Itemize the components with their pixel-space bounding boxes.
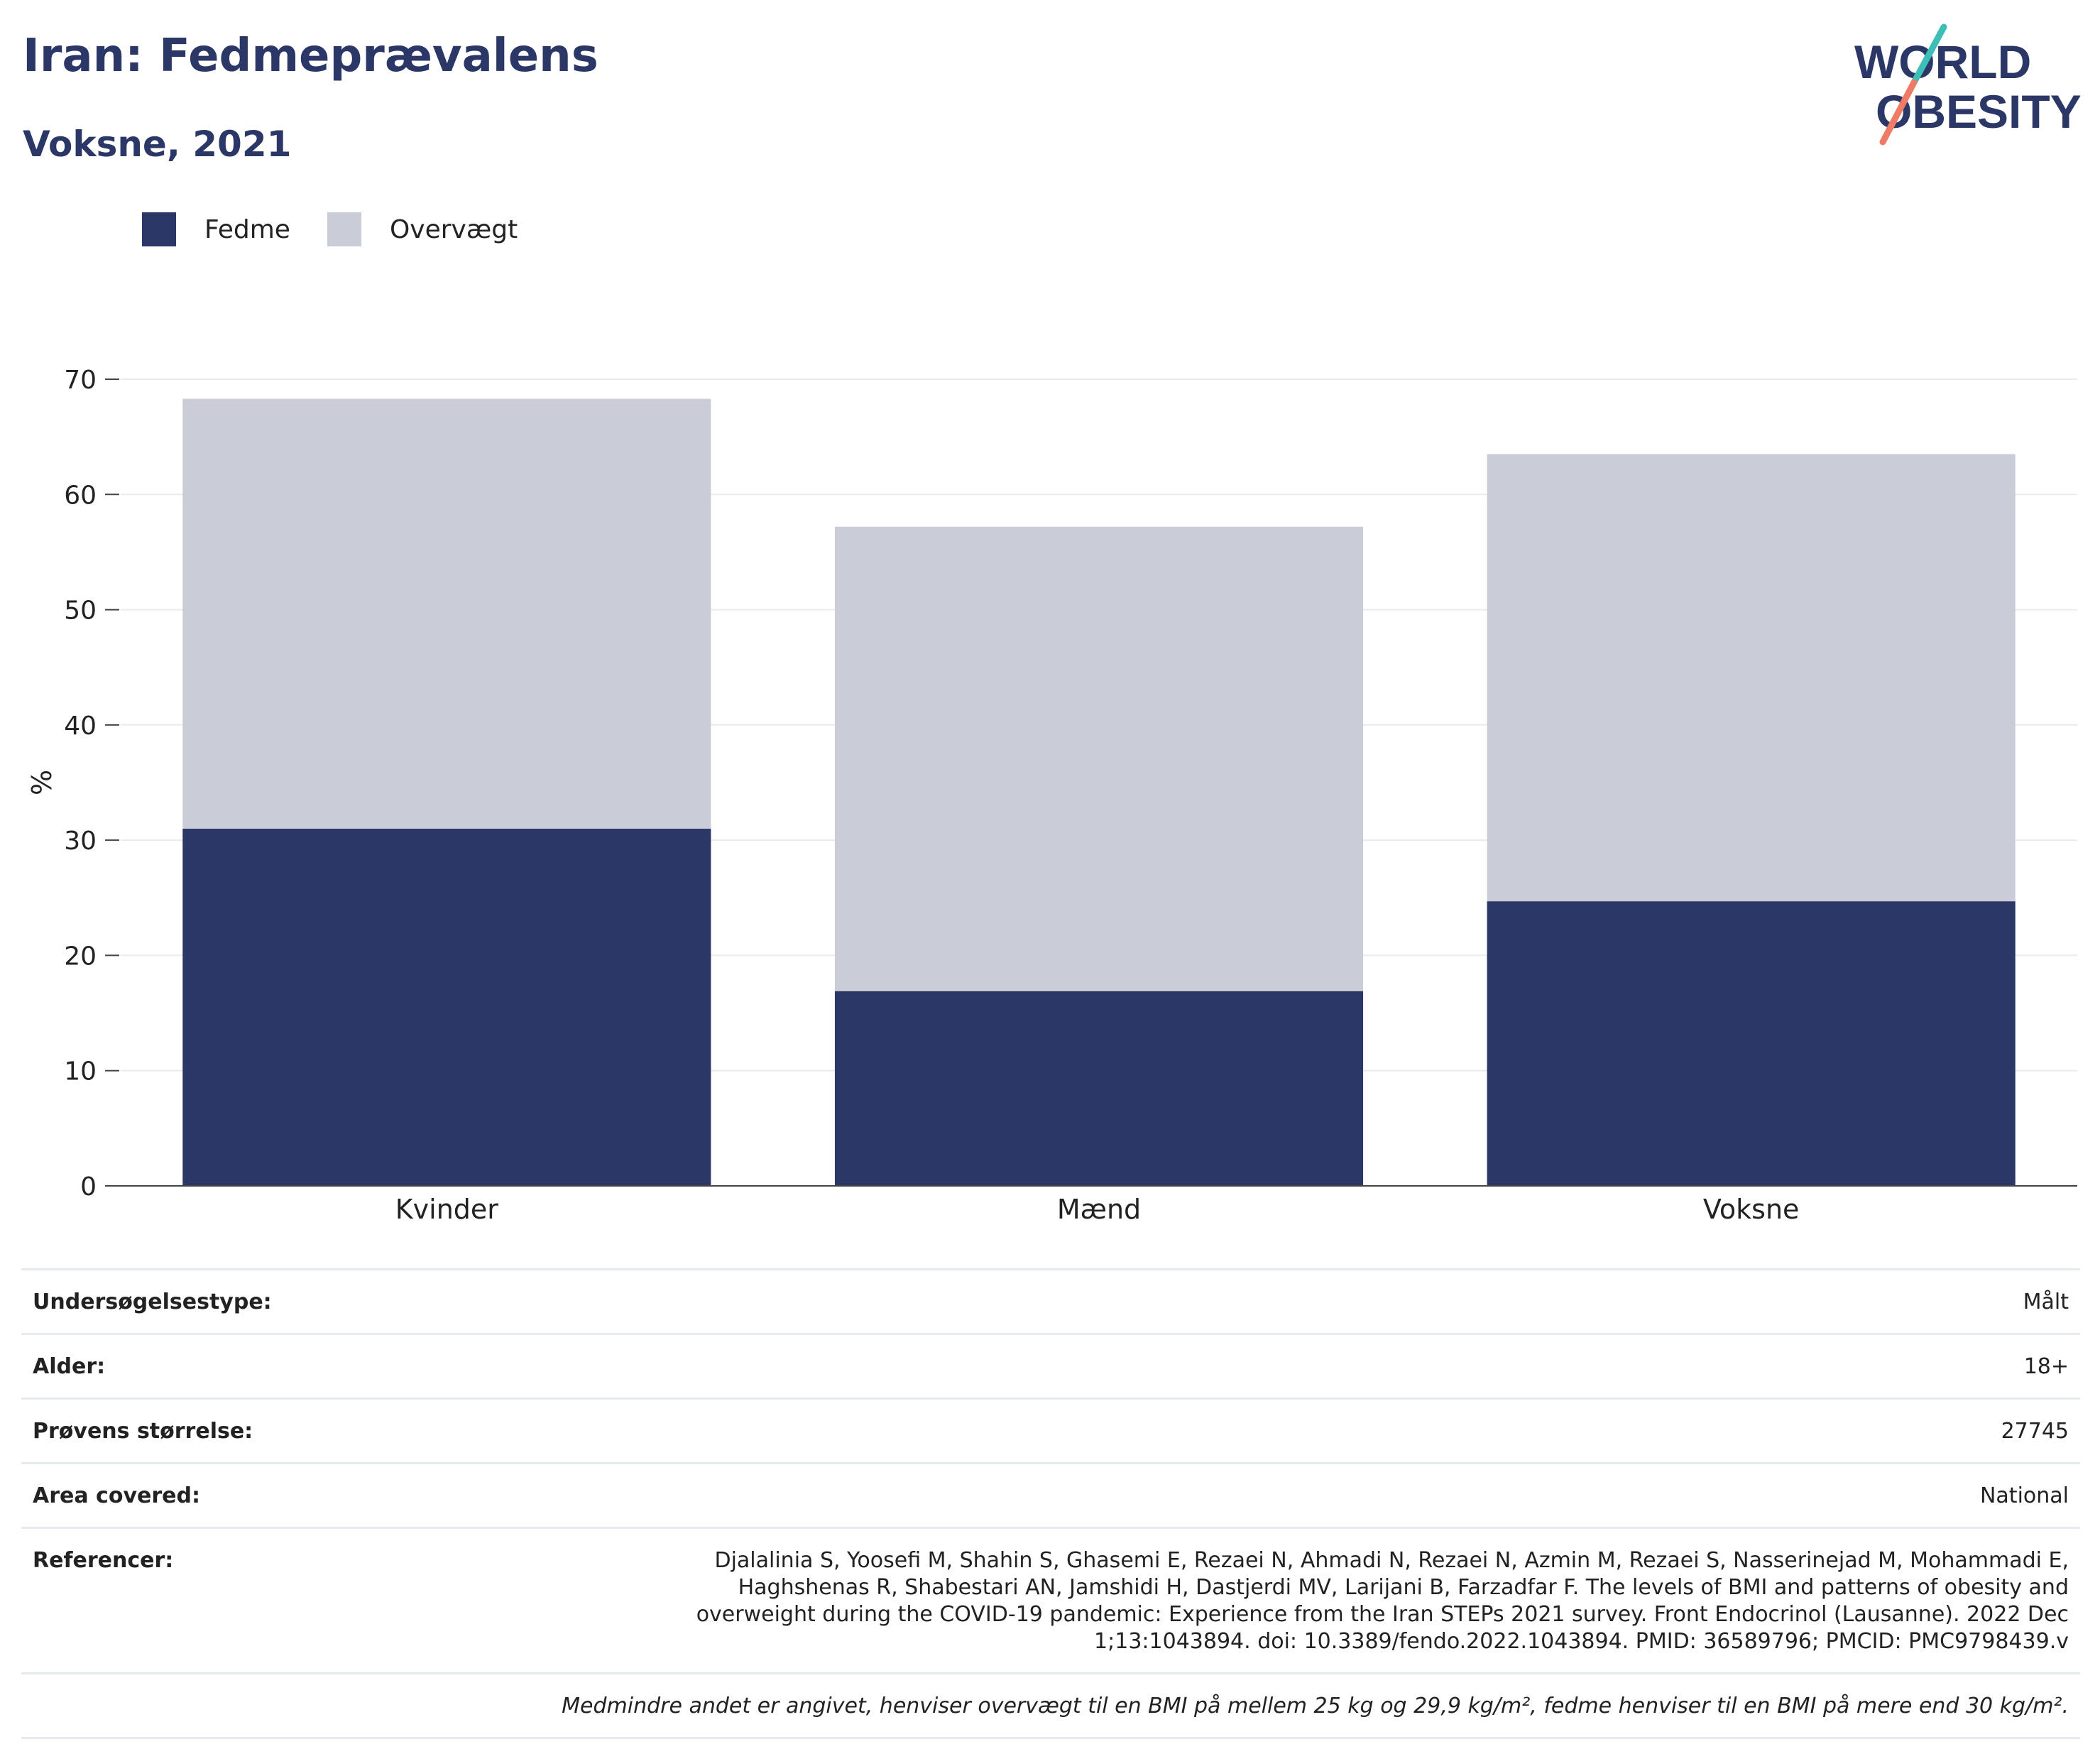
info-value-sample-size: 27745: [2001, 1419, 2069, 1444]
y-tick-label-70: 70: [64, 366, 97, 395]
info-label-survey-type: Undersøgelsestype:: [33, 1290, 272, 1314]
legend-label-overvaegt: Overvægt: [389, 214, 518, 244]
y-tick-label-20: 20: [64, 942, 97, 971]
survey-info-table: Undersøgelsestype: Målt Alder: 18+ Prøve…: [21, 1268, 2080, 1739]
y-tick-label-0: 0: [80, 1172, 97, 1202]
info-row-sample-size: Prøvens størrelse: 27745: [21, 1397, 2080, 1462]
bar-voksne-overvægt[interactable]: [1487, 454, 2016, 902]
info-row-age: Alder: 18+: [21, 1333, 2080, 1397]
legend-item-overvaegt[interactable]: Overvægt: [327, 212, 518, 246]
bar-mænd-overvægt[interactable]: [834, 526, 1364, 991]
y-tick-label-30: 30: [64, 827, 97, 856]
chart-legend: Fedme Overvægt: [142, 210, 554, 249]
info-row-survey-type: Undersøgelsestype: Målt: [21, 1268, 2080, 1333]
info-value-area: National: [1979, 1483, 2069, 1508]
bar-voksne-fedme[interactable]: [1487, 901, 2016, 1186]
x-tick-label-kvinder: Kvinder: [395, 1194, 499, 1225]
info-label-references: Referencer:: [33, 1548, 174, 1573]
info-row-references: Referencer: Djalalinia S, Yoosefi M, Sha…: [21, 1527, 2080, 1672]
legend-swatch-fedme: [142, 212, 176, 246]
chart-subtitle: Voksne, 2021: [23, 124, 292, 165]
info-label-area: Area covered:: [33, 1483, 200, 1508]
legend-swatch-overvaegt: [327, 212, 361, 246]
x-tick-label-mænd: Mænd: [1057, 1194, 1141, 1225]
info-row-area: Area covered: National: [21, 1462, 2080, 1527]
y-axis-label: %: [26, 770, 58, 795]
info-value-age: 18+: [2023, 1354, 2069, 1379]
definition-note: Medmindre andet er angivet, henviser ove…: [21, 1672, 2080, 1739]
info-label-sample-size: Prøvens størrelse:: [33, 1419, 253, 1444]
info-value-survey-type: Målt: [2023, 1290, 2069, 1314]
logo-slash-teal: [1910, 23, 1947, 86]
y-tick-label-10: 10: [64, 1057, 97, 1086]
y-tick-label-60: 60: [64, 481, 97, 510]
info-value-references: Djalalinia S, Yoosefi M, Shahin S, Ghase…: [696, 1548, 2069, 1654]
logo-slash-coral: [1879, 79, 1918, 146]
legend-label-fedme: Fedme: [204, 214, 290, 244]
bar-chart: 0 10 20 30 40 50 60 70% Kvinder Mænd Voksne: [26, 366, 2077, 1225]
legend-item-fedme[interactable]: Fedme: [142, 212, 290, 246]
y-tick-label-40: 40: [64, 712, 97, 741]
x-tick-label-voksne: Voksne: [1703, 1194, 1800, 1225]
logo-text-world: WORLD: [1854, 36, 2031, 88]
y-tick-label-50: 50: [64, 596, 97, 626]
chart-title: Iran: Fedmeprævalens: [23, 30, 598, 82]
info-label-age: Alder:: [33, 1354, 106, 1379]
world-obesity-logo: WORLD OBESITY: [1854, 23, 2082, 146]
bar-kvinder-fedme[interactable]: [182, 828, 711, 1186]
bar-kvinder-overvægt[interactable]: [182, 398, 711, 829]
bar-mænd-fedme[interactable]: [834, 991, 1364, 1186]
